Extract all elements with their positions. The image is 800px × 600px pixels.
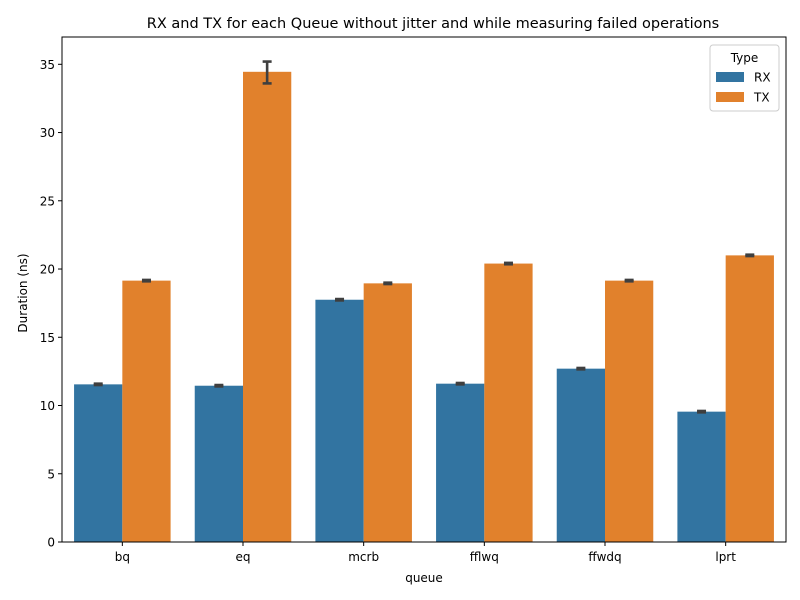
bar-rx-mcrb: [315, 299, 364, 542]
x-tick-label: mcrb: [348, 550, 379, 564]
chart-title: RX and TX for each Queue without jitter …: [147, 16, 719, 32]
bar-tx-fflwq: [484, 263, 533, 542]
bar-tx-ffwdq: [605, 280, 654, 542]
plot-frame: [61, 36, 787, 543]
y-axis-label: Duration (ns): [16, 253, 30, 332]
bar-rx-fflwq: [436, 383, 485, 542]
legend: Type RX TX: [709, 44, 780, 112]
bar-rx-bq: [74, 384, 123, 542]
y-tick-label: 10: [40, 399, 55, 413]
x-tick-label: ffwdq: [588, 550, 621, 564]
bar-rx-eq: [194, 385, 243, 542]
bar-tx-lprt: [725, 255, 774, 543]
plot-area: 0 5 10 15 20 25 30 35 bq eq mcrb fflwq ffwdq lprt: [40, 36, 787, 564]
bar-rx-lprt: [677, 411, 726, 542]
x-tick-label: bq: [115, 550, 130, 564]
bar-tx-bq: [122, 280, 171, 542]
legend-swatch-rx: [716, 72, 744, 82]
y-tick-label: 25: [40, 194, 55, 208]
y-tick-label: 5: [47, 467, 55, 481]
y-tick-label: 15: [40, 331, 55, 345]
y-tick-label: 30: [40, 126, 55, 140]
bar-tx-mcrb: [363, 283, 412, 542]
legend-title: Type: [730, 51, 759, 65]
x-tick-label: eq: [236, 550, 251, 564]
bar-tx-eq: [243, 71, 292, 543]
x-axis-label: queue: [405, 571, 443, 585]
legend-label-rx: RX: [754, 71, 771, 85]
legend-label-tx: TX: [753, 91, 770, 105]
x-tick-label: fflwq: [470, 550, 499, 564]
bar-rx-ffwdq: [556, 368, 605, 542]
x-tick-label: lprt: [715, 550, 736, 564]
y-tick-label: 0: [47, 536, 55, 550]
legend-swatch-tx: [716, 92, 744, 102]
y-tick-label: 35: [40, 58, 55, 72]
y-tick-label: 20: [40, 263, 55, 277]
